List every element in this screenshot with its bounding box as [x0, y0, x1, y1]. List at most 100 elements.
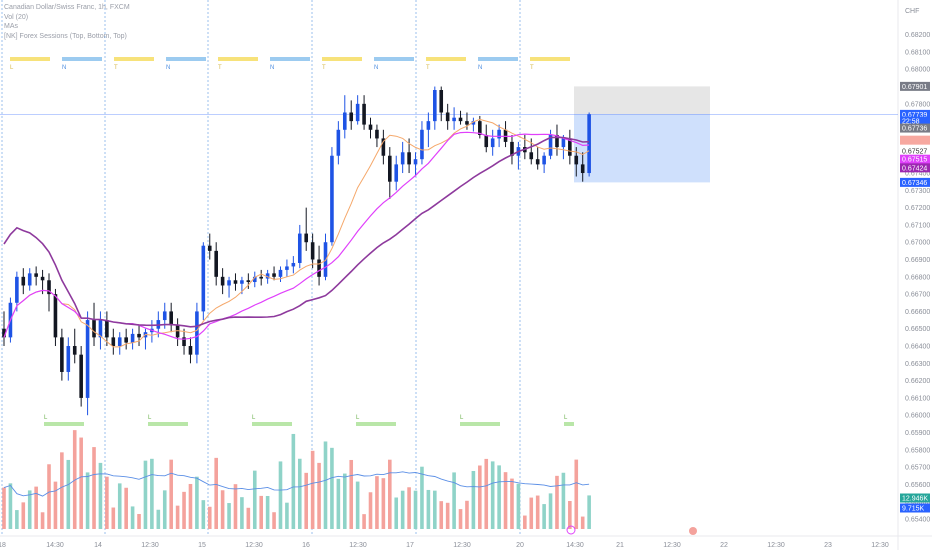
- volume-bar: [452, 472, 456, 529]
- candle-body: [21, 276, 26, 286]
- session-bar-bottom: [356, 422, 396, 426]
- volume-bar: [162, 490, 167, 529]
- legend-sessions: [NK] Forex Sessions (Top, Bottom, Top): [4, 32, 127, 40]
- candle-body: [304, 233, 309, 243]
- candle-body: [330, 155, 334, 243]
- candle-body: [291, 262, 296, 267]
- volume-bar: [227, 503, 231, 529]
- candle-body: [2, 328, 6, 338]
- candle-body: [130, 333, 135, 343]
- session-label: T: [218, 65, 222, 71]
- volume-bar: [34, 486, 38, 529]
- volume-bar: [272, 512, 276, 529]
- candle-body: [175, 325, 180, 338]
- session-bar: [270, 57, 310, 61]
- candle-body: [272, 273, 276, 277]
- candle-body: [297, 233, 302, 263]
- volume-bar: [117, 483, 122, 529]
- y-tick-label: 0.66100: [905, 395, 930, 402]
- session-bar: [62, 57, 102, 61]
- candle-body: [574, 155, 579, 165]
- volume-bar: [471, 471, 476, 529]
- legend-volume: Vol (20): [4, 13, 29, 21]
- volume-bar: [503, 472, 508, 529]
- session-label-bottom: L: [252, 415, 256, 421]
- volume-bar: [388, 459, 392, 529]
- candle-body: [568, 138, 572, 156]
- candle-body: [169, 311, 173, 326]
- volume-bar: [529, 497, 534, 529]
- candle-body: [34, 273, 38, 277]
- session-bar-bottom: [252, 422, 292, 426]
- session-bar: [530, 57, 570, 61]
- volume-bar: [92, 447, 96, 529]
- volume-bar: [433, 490, 437, 529]
- price-tag-label: 0.67739: [902, 112, 927, 119]
- x-tick-label: 14: [94, 542, 102, 549]
- session-label: T: [530, 65, 534, 71]
- volume-bar: [342, 473, 347, 529]
- volume-bar: [105, 476, 109, 529]
- volume-bar: [124, 487, 128, 529]
- candle-body: [349, 112, 354, 122]
- candle-body: [439, 90, 444, 113]
- volume-bar: [285, 502, 289, 529]
- volume-bar: [60, 452, 64, 529]
- volume-tag: [900, 503, 930, 513]
- candle-body: [246, 280, 251, 283]
- candle-body: [548, 134, 553, 156]
- session-bar: [322, 57, 362, 61]
- candle-body: [458, 117, 463, 122]
- candle-body: [214, 250, 218, 277]
- candle-body: [317, 259, 321, 277]
- session-bar-bottom: [44, 422, 84, 426]
- volume-bar: [27, 490, 32, 529]
- volume-bar: [278, 461, 283, 529]
- currency-label: CHF: [905, 8, 919, 15]
- session-label-bottom: L: [356, 415, 360, 421]
- volume-bar: [542, 504, 546, 529]
- candle-body: [310, 242, 315, 260]
- candle-body: [227, 280, 231, 286]
- y-tick-label: 0.66200: [905, 378, 930, 385]
- session-label: L: [10, 65, 14, 71]
- legend-title: Canadian Dollar/Swiss Franc, 1h, FXCM: [4, 4, 130, 11]
- candle-body: [278, 269, 283, 277]
- candle-body: [510, 141, 514, 156]
- y-tick-label: 0.66400: [905, 344, 930, 351]
- x-tick-label: 16: [302, 542, 310, 549]
- ma-slow-line: [3, 136, 590, 328]
- y-tick-label: 0.67300: [905, 188, 930, 195]
- volume-bar: [574, 459, 579, 529]
- price-tag-label: 22:58: [902, 119, 920, 126]
- x-tick-label: 12:30: [663, 542, 681, 549]
- session-label-bottom: L: [148, 415, 152, 421]
- x-tick-label: 17: [406, 542, 414, 549]
- session-bar: [10, 57, 50, 61]
- volume-bar: [510, 478, 514, 529]
- volume-bar: [201, 500, 206, 529]
- candle-body: [535, 159, 540, 165]
- event-marker-icon: [566, 525, 576, 535]
- volume-bar: [2, 487, 6, 529]
- candle-body: [407, 152, 411, 165]
- candle-body: [471, 121, 476, 125]
- session-bar: [218, 57, 258, 61]
- candle-body: [201, 245, 206, 312]
- volume-bar: [439, 501, 444, 529]
- candle-body: [355, 103, 360, 122]
- volume-bar: [252, 470, 257, 529]
- y-tick-label: 0.67400: [905, 171, 930, 178]
- price-tag-label: 0.67515: [902, 157, 927, 164]
- volume-bar: [349, 459, 354, 529]
- candle-body: [465, 121, 469, 125]
- reward-zone-box: [574, 114, 710, 183]
- x-tick-label: 15: [198, 542, 206, 549]
- volume-bar: [259, 495, 263, 529]
- volume-bar: [568, 500, 572, 529]
- y-tick-label: 0.65400: [905, 517, 930, 524]
- candle-body: [426, 121, 431, 130]
- candle-body: [368, 124, 373, 130]
- candle-body: [580, 164, 585, 174]
